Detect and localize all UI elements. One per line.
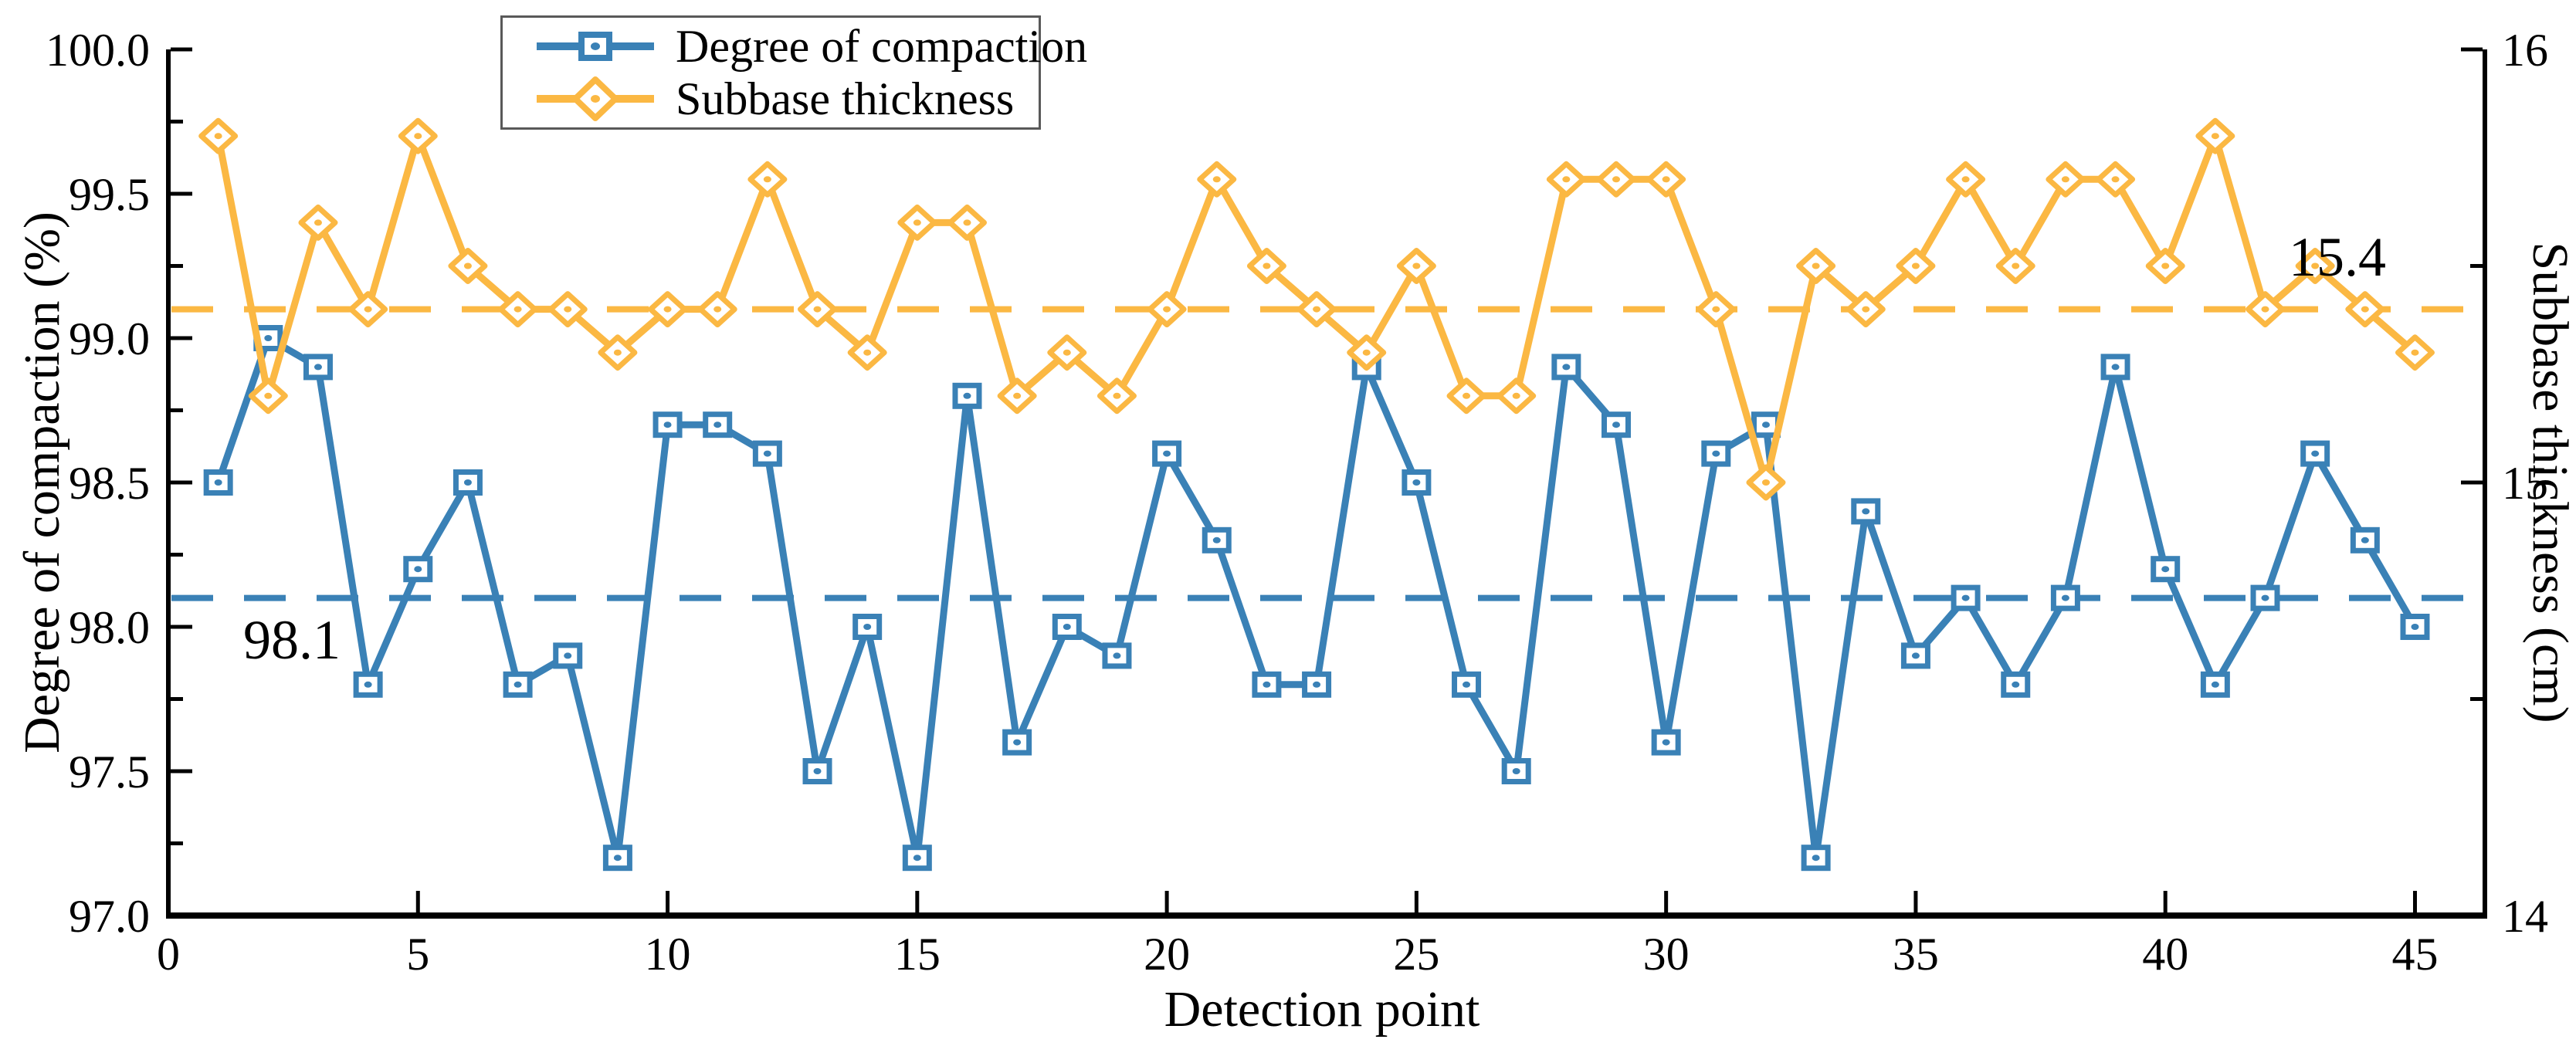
right-axis-title: Subbase thickness (cm) (2522, 242, 2576, 723)
svg-text:97.5: 97.5 (69, 746, 150, 797)
x-axis-ticks: 0 5 10 15 20 25 30 35 40 45 (157, 891, 2438, 980)
svg-text:14: 14 (2502, 891, 2548, 942)
svg-text:15: 15 (2502, 458, 2548, 509)
series-subbase-thickness (198, 117, 2435, 501)
x-axis-title: Detection point (1164, 981, 1480, 1038)
svg-text:5: 5 (406, 929, 429, 980)
legend-entry-compaction: Degree of compaction (534, 22, 1087, 71)
compaction-mean-annotation: 98.1 (243, 609, 341, 671)
right-axis-ticks: 14 15 16 (2461, 25, 2548, 942)
svg-text:40: 40 (2142, 929, 2188, 980)
svg-text:0: 0 (157, 929, 180, 980)
left-axis-title: Degree of compaction (%) (14, 212, 70, 753)
svg-text:99.0: 99.0 (69, 313, 150, 364)
svg-text:35: 35 (1893, 929, 1939, 980)
series-degree-of-compaction (203, 325, 2430, 872)
legend-entry-thickness: Subbase thickness (534, 74, 1039, 124)
svg-text:30: 30 (1643, 929, 1690, 980)
legend: Degree of compaction Subbase thickness (500, 15, 1087, 130)
axes (166, 49, 2487, 919)
svg-text:97.0: 97.0 (69, 891, 150, 942)
svg-text:25: 25 (1393, 929, 1439, 980)
svg-text:100.0: 100.0 (46, 25, 150, 76)
legend-label-compaction: Degree of compaction (676, 20, 1088, 72)
left-axis-ticks: 97.0 97.5 98.0 98.5 99.0 99.5 100.0 (46, 25, 192, 942)
svg-text:10: 10 (645, 929, 691, 980)
svg-text:15: 15 (894, 929, 941, 980)
svg-text:98.5: 98.5 (69, 458, 150, 509)
svg-text:16: 16 (2502, 25, 2548, 76)
compaction-line-square-marker-icon (537, 31, 654, 61)
svg-text:45: 45 (2391, 929, 2438, 980)
svg-text:98.0: 98.0 (69, 602, 150, 653)
svg-text:99.5: 99.5 (69, 169, 150, 220)
legend-label-thickness: Subbase thickness (676, 73, 1015, 125)
thickness-line-diamond-marker-icon (537, 76, 654, 122)
thickness-mean-annotation: 15.4 (2289, 226, 2386, 288)
svg-text:20: 20 (1144, 929, 1190, 980)
